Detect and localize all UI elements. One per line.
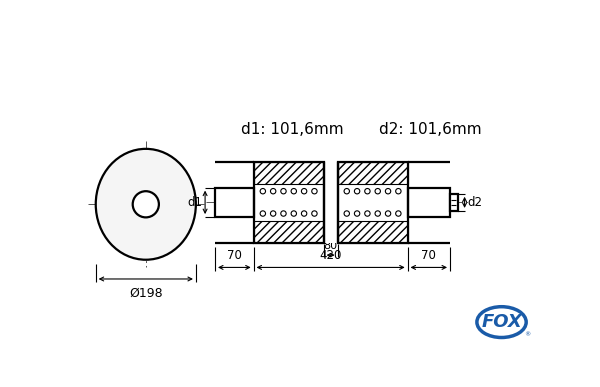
- Text: d1: d1: [188, 196, 203, 209]
- Bar: [407, 188, 450, 217]
- Bar: [254, 162, 323, 243]
- Ellipse shape: [96, 149, 196, 260]
- Bar: [254, 162, 407, 243]
- Bar: [254, 221, 323, 243]
- Text: d2: d2: [467, 196, 482, 209]
- Bar: [323, 162, 338, 243]
- Bar: [338, 162, 407, 183]
- Text: 70: 70: [421, 249, 436, 262]
- Circle shape: [133, 191, 159, 217]
- Text: 70: 70: [227, 249, 242, 262]
- Bar: [338, 162, 407, 243]
- Text: d2: 101,6mm: d2: 101,6mm: [379, 122, 482, 137]
- Text: 80: 80: [323, 241, 338, 251]
- Bar: [215, 188, 254, 217]
- Bar: [450, 194, 458, 211]
- Text: 420: 420: [319, 249, 342, 262]
- Bar: [338, 221, 407, 243]
- Text: FOX: FOX: [481, 313, 522, 331]
- Ellipse shape: [477, 307, 526, 337]
- Text: Ø198: Ø198: [129, 287, 163, 300]
- Text: ®: ®: [524, 333, 531, 338]
- Text: d1: 101,6mm: d1: 101,6mm: [241, 122, 343, 137]
- Bar: [254, 162, 323, 183]
